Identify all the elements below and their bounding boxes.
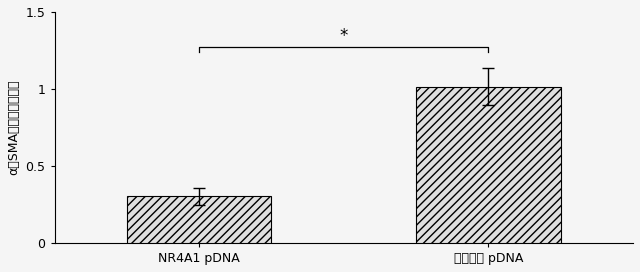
Text: *: * bbox=[340, 27, 348, 45]
Bar bbox=[127, 196, 271, 243]
Bar bbox=[416, 87, 561, 243]
Y-axis label: α－SMA発現の倍数変化: α－SMA発現の倍数変化 bbox=[7, 80, 20, 175]
